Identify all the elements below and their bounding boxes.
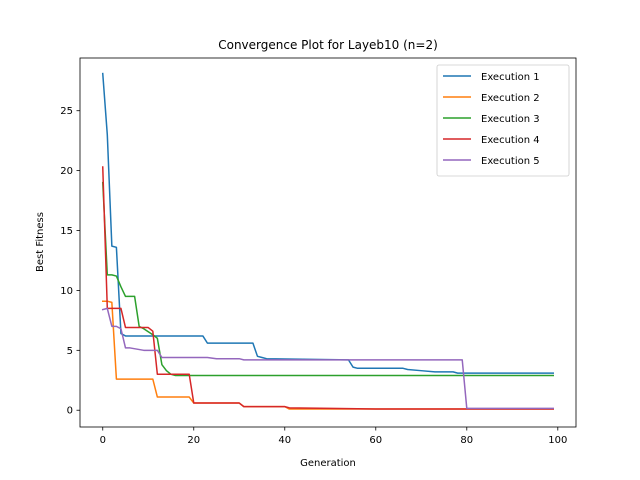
series-line-1 (101, 72, 554, 374)
series-lines (101, 72, 554, 410)
x-tick-label: 0 (100, 435, 106, 446)
legend-frame (436, 64, 570, 177)
x-axis-ticks: 0 20 40 60 80 100 (100, 427, 567, 446)
y-tick-label: 25 (60, 106, 73, 117)
chart-title: Convergence Plot for Layeb10 (n=2) (218, 38, 438, 52)
x-tick-label: 20 (187, 435, 200, 446)
x-tick-label: 80 (460, 435, 473, 446)
y-tick-label: 20 (60, 166, 73, 177)
x-tick-label: 40 (278, 435, 291, 446)
y-tick-label: 0 (67, 406, 73, 417)
series-line-3 (101, 181, 554, 377)
y-axis-ticks: 0 5 10 15 20 25 (60, 106, 80, 417)
x-tick-label: 100 (548, 435, 567, 446)
series-line-4 (101, 166, 554, 410)
y-axis-label: Best Fitness (35, 212, 46, 272)
plot-area-frame (79, 57, 577, 428)
legend-label: Execution 5 (481, 156, 540, 167)
legend-label: Execution 2 (481, 93, 540, 104)
series-line-5 (101, 307, 554, 410)
y-tick-label: 15 (60, 226, 73, 237)
y-tick-label: 10 (60, 286, 73, 297)
x-axis-label: Generation (300, 458, 356, 469)
legend: Execution 1 Execution 2 Execution 3 Executi… (436, 64, 570, 177)
legend-label: Execution 4 (481, 135, 540, 146)
legend-label: Execution 3 (481, 114, 540, 125)
x-tick-label: 60 (369, 435, 382, 446)
y-tick-label: 5 (67, 346, 73, 357)
legend-label: Execution 1 (481, 72, 540, 83)
